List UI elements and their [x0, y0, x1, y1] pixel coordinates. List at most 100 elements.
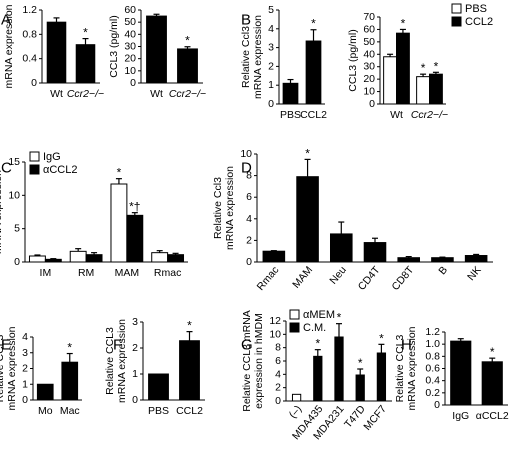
y-tick-label: 4 [268, 23, 274, 35]
category-label: MCF7 [361, 403, 389, 433]
significance-marker: * [379, 331, 384, 345]
y-axis-label: Relative CCL3 [394, 334, 406, 402]
significance-marker: * [358, 356, 363, 370]
category-label: PBS [280, 109, 301, 121]
y-tick-label: 4 [275, 368, 281, 380]
bar [75, 44, 96, 84]
y-tick-label: 40 [363, 48, 375, 60]
bar [305, 40, 322, 105]
bar [383, 56, 398, 105]
y-tick-label: 8 [246, 170, 252, 182]
y-axis-label: Relative CCL3 [104, 327, 116, 395]
bar [431, 257, 454, 263]
significance-marker: * [401, 16, 406, 30]
significance-marker: * [311, 17, 316, 31]
y-tick-label: 2 [275, 382, 281, 394]
y-axis-label: Relative CCL3 mRNA [241, 310, 253, 412]
y-tick-label: 30 [363, 61, 375, 73]
y-tick-label: 1.0 [425, 338, 440, 350]
y-tick-label: 2 [246, 234, 252, 246]
chart-panel-6: E 0 1 2 3 4 Relative CCL3 mRNA expression * Mo Mac [0, 326, 82, 417]
category-label: RM [78, 267, 94, 279]
panel-label: B [241, 11, 251, 28]
category-label: IM [40, 267, 52, 279]
y-axis-label: mRNA expression [6, 326, 18, 410]
significance-marker: * [421, 61, 426, 75]
significance-marker: * [490, 345, 495, 359]
bar [416, 76, 431, 105]
bar [429, 73, 443, 105]
y-tick-label: 30 [124, 41, 136, 53]
y-axis-label: mRNA expression [224, 166, 236, 250]
bar [262, 250, 286, 263]
y-tick-label: 0.6 [425, 363, 440, 375]
category-label: MAM [290, 264, 315, 290]
y-tick-label: 10 [8, 189, 20, 201]
significance-marker: * [83, 26, 88, 40]
bar [397, 257, 421, 263]
chart-panel-7: F 0 1 2 3 Relative CCL3 mRNA expression * PBS CCL… [104, 316, 205, 417]
bar [146, 15, 167, 84]
panel-label: C [1, 159, 12, 176]
y-tick-label: 0 [268, 98, 274, 110]
category-label: Ccr2−/− [411, 109, 448, 121]
y-tick-label: 0.4 [22, 53, 37, 65]
panel-label: E [1, 336, 11, 353]
bar [179, 340, 200, 401]
category-label: Neu [327, 264, 349, 287]
legend-label: αCCL2 [43, 164, 77, 176]
y-tick-label: 4 [246, 213, 252, 225]
y-tick-label: 0 [434, 399, 440, 411]
bar [151, 252, 169, 263]
y-tick-label: 2 [22, 363, 28, 375]
legend-label: CCL2 [465, 16, 493, 28]
significance-marker: * [187, 319, 192, 333]
y-tick-label: 10 [124, 65, 136, 77]
y-tick-label: 1.2 [22, 4, 37, 16]
y-tick-label: 6 [246, 191, 252, 203]
category-label: CCL2 [300, 109, 327, 121]
bar [481, 361, 503, 406]
y-axis-label: expression in hMDM [253, 313, 265, 409]
category-label: CD4T [356, 264, 383, 293]
bar [85, 254, 103, 263]
y-tick-label: 60 [363, 23, 375, 35]
bar [44, 258, 62, 263]
y-tick-label: 1 [22, 378, 28, 390]
y-tick-label: 2 [132, 342, 138, 354]
y-tick-label: 0 [130, 77, 136, 89]
bar [363, 242, 387, 263]
significance-marker: * [305, 146, 310, 160]
legend-label: C.M. [303, 322, 326, 334]
y-axis-label: Relative Ccl3 [0, 15, 3, 77]
bar [450, 340, 472, 406]
y-tick-label: 0 [369, 98, 375, 110]
y-tick-label: 1 [268, 79, 274, 91]
panel-label: H [401, 336, 412, 353]
y-axis-label: mRNA expression [0, 170, 4, 254]
category-label: CCL2 [176, 405, 203, 417]
bar [355, 374, 365, 402]
y-axis-label: CCL3 (pg/ml) [108, 15, 120, 77]
bar [296, 176, 319, 263]
y-tick-label: 60 [124, 4, 136, 16]
y-tick-label: 5 [268, 4, 274, 16]
y-tick-label: 20 [124, 53, 136, 65]
significance-marker: *† [129, 200, 140, 214]
significance-marker: * [185, 34, 190, 48]
category-label: IgG [452, 410, 469, 422]
y-tick-label: 3 [132, 316, 138, 328]
category-label: Rmac [154, 267, 181, 279]
y-tick-label: 10 [269, 328, 281, 340]
y-axis-label: Relative Ccl3 [212, 177, 224, 239]
y-tick-label: 50 [124, 16, 136, 28]
category-label: Ccr2−/− [67, 88, 104, 100]
y-tick-label: 0.2 [425, 387, 440, 399]
y-tick-label: 1.2 [425, 326, 440, 338]
y-axis-label: mRNA expression [406, 326, 418, 410]
bar [177, 48, 198, 84]
